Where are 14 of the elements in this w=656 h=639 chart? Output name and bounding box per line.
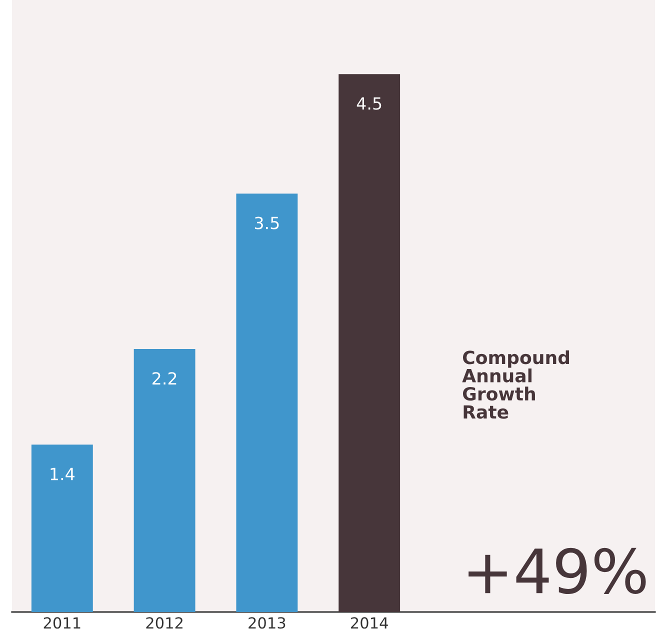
x-tick-label: 2011	[44, 617, 80, 629]
text: +49%	[468, 548, 646, 594]
x-tick-label: 2013	[248, 617, 286, 629]
x-tick-label: 2012	[146, 617, 182, 629]
data-label: 4.5	[356, 97, 382, 110]
bar	[134, 349, 196, 612]
bar	[236, 194, 298, 612]
text: Compound Annual Growth Rate	[462, 350, 570, 419]
bar	[338, 74, 400, 612]
data-label: 2.2	[152, 372, 176, 384]
data-label: 3.5	[254, 216, 279, 230]
x-tick-label: 2014	[351, 617, 388, 629]
bar	[31, 444, 93, 612]
data-label: 1.4	[50, 468, 74, 480]
